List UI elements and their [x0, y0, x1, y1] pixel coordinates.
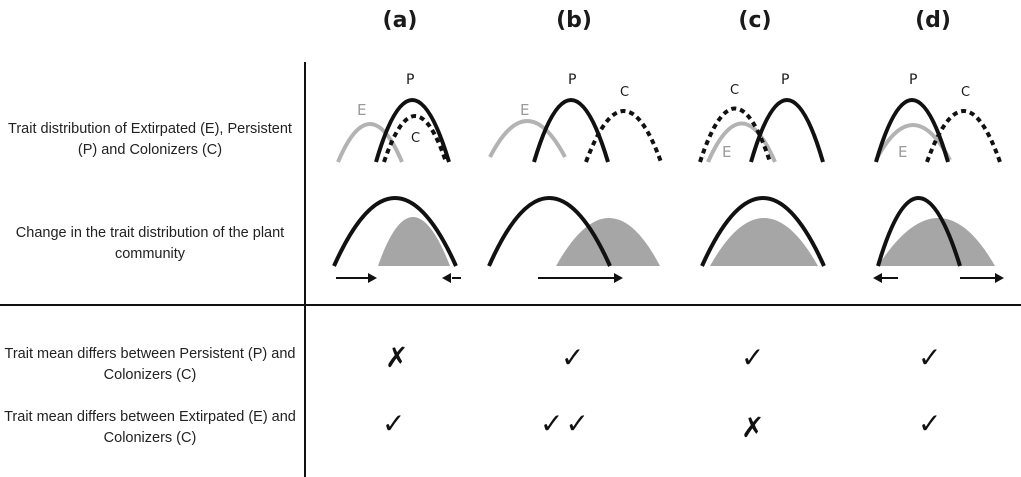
community-original-curve-b	[487, 196, 612, 267]
mark-pc-a: ✗	[385, 341, 409, 374]
mark-pc-c: ✓	[741, 341, 765, 374]
community-shift-fill-c	[710, 218, 818, 266]
curve-persistent-a	[374, 98, 451, 163]
community-original-curve-a	[332, 196, 458, 267]
curve-colonizers-b	[584, 109, 663, 163]
label-c-c: C	[730, 83, 740, 98]
label-e-a: E	[357, 101, 367, 119]
column-header-c: (c)	[738, 8, 772, 33]
label-c-d: C	[961, 85, 971, 100]
label-p-c: P	[781, 72, 790, 88]
row-label-trait-distribution: Trait distribution of Extirpated (E), Pe…	[8, 121, 292, 158]
row-label-mean-persistent-colonizers: Trait mean differs between Persistent (P…	[4, 346, 296, 383]
label-e-d: E	[898, 143, 908, 161]
mark-ec-d: ✓	[918, 407, 942, 440]
community-shift-fill-b	[556, 218, 660, 266]
curve-colonizers-d	[925, 109, 1002, 163]
curve-extirpated-c	[706, 121, 777, 163]
mark-ec-b: ✓✓	[540, 407, 591, 440]
label-e-b: E	[520, 101, 530, 119]
row-label-community-change: Change in the trait distribution of the …	[15, 225, 285, 262]
community-original-curve-c	[700, 196, 826, 267]
curve-extirpated-b	[488, 119, 567, 158]
column-header-d: (d)	[915, 8, 951, 33]
curve-colonizers-c	[698, 106, 772, 163]
curve-extirpated-a	[336, 122, 404, 163]
mark-pc-b: ✓	[561, 341, 585, 374]
label-p-b: P	[568, 72, 577, 88]
label-c-a: C	[411, 131, 421, 146]
row-label-mean-extirpated-colonizers: Trait mean differs between Extirpated (E…	[4, 409, 296, 446]
column-header-b: (b)	[556, 8, 592, 33]
label-p-d: P	[909, 72, 918, 88]
mark-ec-a: ✓	[382, 407, 406, 440]
mark-ec-c: ✗	[741, 411, 765, 444]
community-shift-fill-d	[878, 218, 995, 266]
curve-colonizers-a	[382, 114, 448, 163]
label-e-c: E	[722, 143, 732, 161]
curve-persistent-b	[532, 98, 610, 163]
community-original-curve-d	[876, 196, 962, 267]
column-header-a: (a)	[382, 8, 418, 33]
label-c-b: C	[620, 85, 630, 100]
mark-pc-d: ✓	[918, 341, 942, 374]
label-p-a: P	[406, 72, 415, 88]
community-shift-fill-a	[378, 217, 450, 266]
curve-persistent-d	[874, 98, 950, 163]
curve-persistent-c	[749, 98, 825, 163]
